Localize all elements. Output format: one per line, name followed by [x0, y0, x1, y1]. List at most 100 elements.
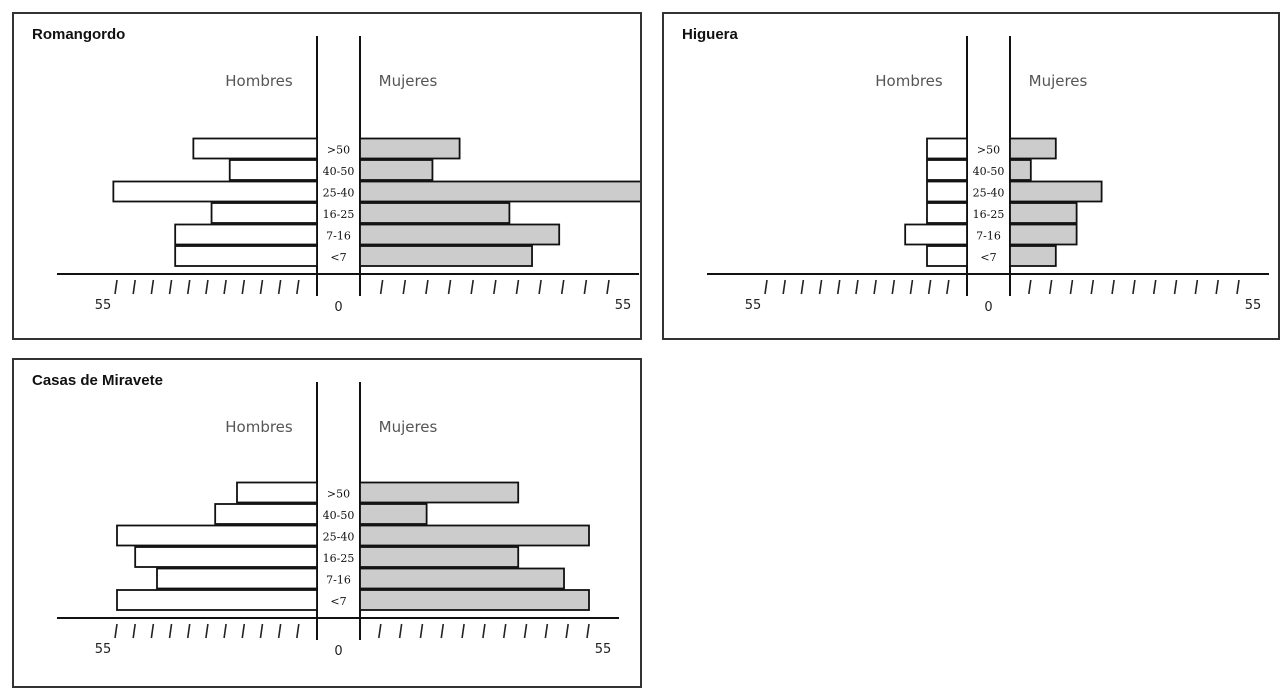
- tick-right: [1090, 279, 1095, 295]
- pyramid-chart-casas-de-miravete: Hombres Mujeres >50 40-50 25-40 16-25 7-16 <7 55…: [57, 382, 619, 659]
- age-label: 40-50: [973, 165, 1005, 178]
- male-label: Hombres: [225, 418, 293, 436]
- tick-left: [946, 279, 950, 295]
- tick-left: [205, 623, 209, 639]
- bar-female: [359, 180, 640, 203]
- tick-left: [223, 623, 227, 639]
- male-label: Hombres: [875, 72, 943, 90]
- bar-female: [1009, 202, 1078, 224]
- chart-title: Romangordo: [32, 26, 126, 43]
- age-label: 25-40: [323, 187, 355, 200]
- bar-male: [926, 137, 968, 160]
- tick-right: [1215, 279, 1219, 295]
- age-label: 25-40: [323, 531, 355, 544]
- tick-label-right: 55: [615, 298, 632, 313]
- tick-right: [379, 279, 384, 295]
- bar-male: [926, 245, 968, 267]
- bar-female: [359, 524, 590, 547]
- tick-left: [168, 279, 173, 295]
- pyramid-chart-higuera: Hombres Mujeres >50 40-50 25-40 16-25 7-16 <7 55…: [707, 36, 1269, 315]
- age-label: >50: [977, 144, 1000, 157]
- age-label: >50: [327, 488, 350, 501]
- tick-right: [419, 623, 424, 639]
- bar-female: [1009, 159, 1032, 181]
- tick-right: [1132, 279, 1136, 295]
- tick-left: [891, 279, 896, 295]
- tick-right: [1111, 279, 1115, 295]
- tick-right: [493, 279, 497, 295]
- tick-label-left: 55: [95, 642, 112, 657]
- tick-right: [447, 279, 452, 295]
- age-label: <7: [330, 251, 346, 264]
- tick-left: [150, 623, 155, 639]
- bar-female: [359, 223, 561, 246]
- bar-male: [116, 524, 318, 547]
- tick-left: [296, 623, 300, 639]
- bar-male: [926, 180, 968, 203]
- tick-label-right: 55: [595, 642, 612, 657]
- age-label: 16-25: [323, 208, 355, 221]
- tick-right: [1173, 279, 1178, 295]
- tick-right: [1069, 279, 1074, 295]
- age-label: 7-16: [326, 574, 351, 587]
- bar-female: [359, 546, 520, 568]
- tick-right: [544, 623, 549, 639]
- age-label: 16-25: [323, 552, 355, 565]
- female-label: Mujeres: [379, 418, 438, 436]
- tick-right: [402, 279, 407, 295]
- chart-panel-higuera: Higuera Hombres Mujeres >50 40-50 25-40 16-25…: [662, 12, 1280, 340]
- chart-panel-casas-de-miravete: Casas de Miravete Hombres Mujeres >50 40-50…: [12, 358, 642, 688]
- tick-right: [461, 623, 465, 639]
- tick-right: [1194, 279, 1199, 295]
- tick-left: [132, 623, 136, 639]
- bar-female: [359, 202, 511, 224]
- tick-label-right: 55: [1245, 298, 1262, 313]
- tick-left: [782, 279, 786, 295]
- female-label: Mujeres: [1029, 72, 1088, 90]
- bar-male: [134, 546, 318, 568]
- bar-female: [1009, 245, 1057, 267]
- tick-left: [241, 623, 246, 639]
- tick-right: [502, 623, 507, 639]
- tick-right: [560, 279, 565, 295]
- tick-right: [606, 279, 610, 295]
- age-label: <7: [980, 251, 996, 264]
- tick-left: [223, 279, 227, 295]
- bar-female: [1009, 223, 1078, 246]
- tick-left: [296, 279, 300, 295]
- tick-right: [1048, 279, 1053, 295]
- chart-panel-romangordo: Romangordo Hombres Mujeres >50 40-50 25-40 16…: [12, 12, 642, 340]
- tick-right: [378, 623, 382, 639]
- chart-title: Casas de Miravete: [32, 372, 163, 389]
- tick-left: [836, 279, 841, 295]
- age-label: 7-16: [976, 230, 1001, 243]
- tick-left: [764, 279, 768, 295]
- bar-male: [192, 137, 318, 160]
- tick-left: [277, 623, 282, 639]
- age-label: 16-25: [973, 208, 1005, 221]
- bar-female: [1009, 180, 1103, 203]
- tick-label-left: 55: [745, 298, 762, 313]
- age-label: 25-40: [973, 187, 1005, 200]
- female-label: Mujeres: [379, 72, 438, 90]
- tick-left: [186, 623, 191, 639]
- tick-right: [470, 279, 474, 295]
- age-label: 40-50: [323, 509, 355, 522]
- bar-female: [359, 159, 434, 181]
- age-label: 40-50: [323, 165, 355, 178]
- bar-male: [228, 159, 318, 181]
- tick-label-zero: 0: [334, 644, 342, 659]
- tick-left: [150, 279, 155, 295]
- tick-right: [1152, 279, 1157, 295]
- tick-left: [132, 279, 136, 295]
- bar-female: [359, 567, 565, 590]
- tick-left: [186, 279, 191, 295]
- bar-male: [210, 202, 318, 224]
- tick-right: [425, 279, 429, 295]
- age-label: <7: [330, 595, 346, 608]
- tick-label-left: 55: [95, 298, 112, 313]
- bar-female: [359, 245, 533, 267]
- bar-male: [926, 159, 968, 181]
- tick-right: [523, 623, 528, 639]
- tick-left: [205, 279, 209, 295]
